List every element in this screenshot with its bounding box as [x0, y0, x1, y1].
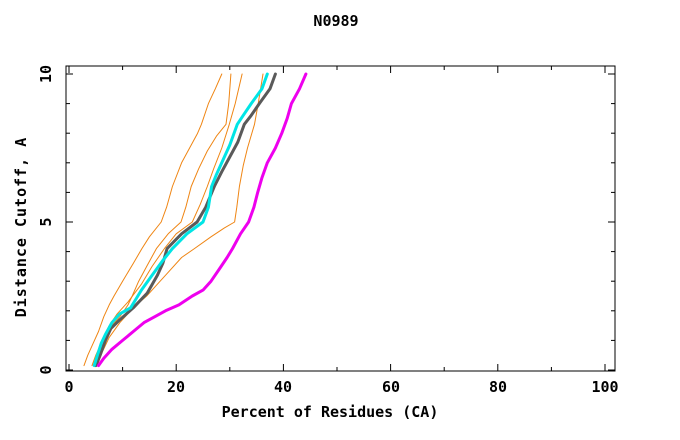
- plot-border: [65, 65, 616, 372]
- series-orange-thin-4: [96, 73, 264, 367]
- chart-title: N0989: [313, 12, 358, 30]
- x-tick-label-20: 20: [167, 378, 185, 396]
- x-axis-label: Percent of Residues (CA): [222, 403, 439, 421]
- y-axis-label: Distance Cutoff, A: [12, 137, 30, 318]
- x-tick-label-100: 100: [591, 378, 618, 396]
- series-cyan-thick: [92, 72, 269, 368]
- x-tick-label-80: 80: [489, 378, 507, 396]
- y-tick-label-10: 10: [37, 65, 55, 83]
- x-tick-label-40: 40: [274, 378, 292, 396]
- series-orange-thin-1: [83, 73, 223, 367]
- x-tick-label-0: 0: [64, 378, 73, 396]
- series-gray-thick: [94, 72, 277, 368]
- x-tick-label-60: 60: [382, 378, 400, 396]
- plot-dynamic-layer: [66, 66, 615, 371]
- y-tick-label-5: 5: [37, 217, 55, 226]
- series-magenta-thick: [97, 72, 308, 368]
- y-tick-label-0: 0: [37, 365, 55, 374]
